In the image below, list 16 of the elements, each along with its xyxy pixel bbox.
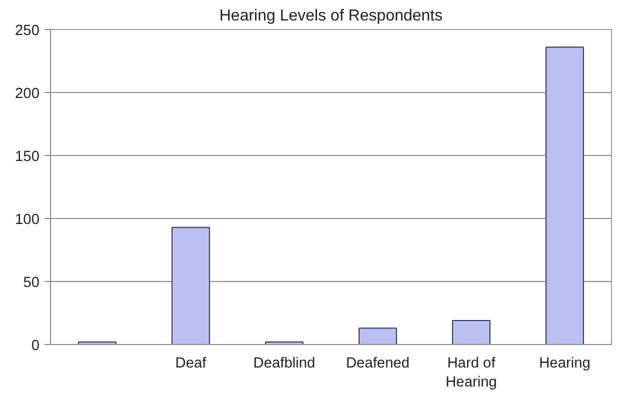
x-tick-label: Deaf bbox=[175, 356, 208, 372]
x-tick-label: Deafened bbox=[346, 356, 410, 372]
y-tick-label: 100 bbox=[15, 212, 40, 228]
x-tick-label: Hard of Hearing bbox=[446, 356, 497, 391]
bar bbox=[358, 328, 397, 344]
y-tick-label: 200 bbox=[15, 86, 40, 102]
y-tick-label: 0 bbox=[31, 338, 40, 354]
x-tick-label: Hearing bbox=[539, 356, 590, 372]
bar bbox=[452, 320, 490, 344]
bar bbox=[546, 46, 584, 344]
y-tick-label: 50 bbox=[23, 275, 40, 291]
x-tick-label: Deafblind bbox=[253, 356, 316, 372]
y-tick-label: 250 bbox=[15, 23, 40, 39]
chart-title: Hearing Levels of Respondents bbox=[219, 8, 443, 24]
y-tick-label: 150 bbox=[15, 149, 40, 165]
bar bbox=[172, 226, 210, 344]
